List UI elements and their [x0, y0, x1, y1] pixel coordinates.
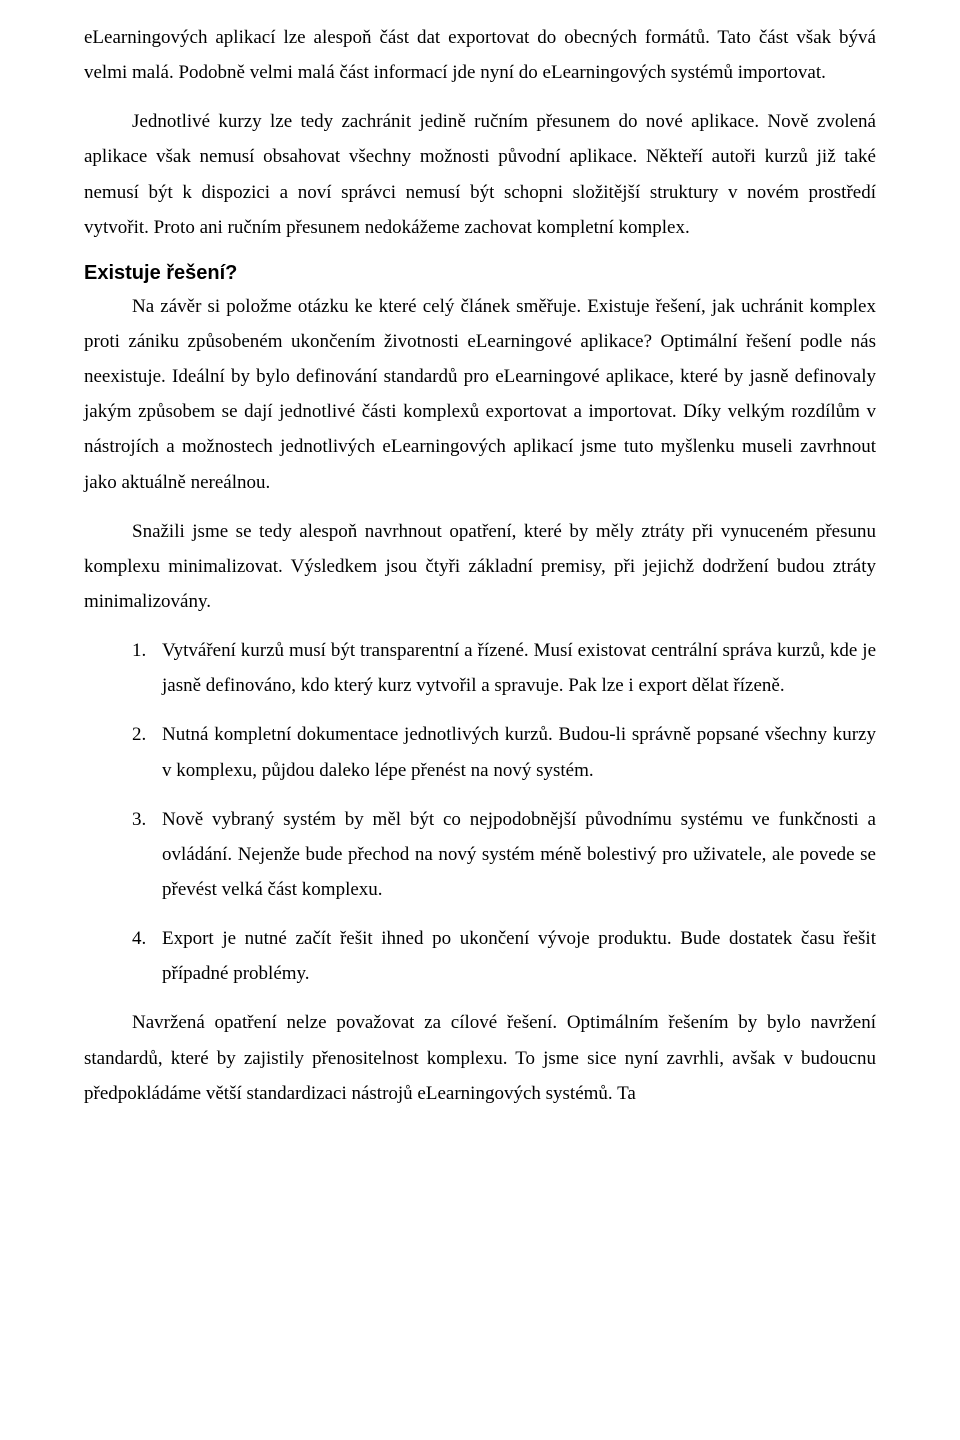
paragraph-4: Snažili jsme se tedy alespoň navrhnout o… — [84, 514, 876, 619]
paragraph-1: eLearningových aplikací lze alespoň část… — [84, 20, 876, 90]
numbered-list: 1. Vytváření kurzů musí být transparentn… — [84, 633, 876, 991]
list-item-number: 3. — [132, 802, 146, 837]
document-page: eLearningových aplikací lze alespoň část… — [0, 0, 960, 1440]
paragraph-3: Na závěr si položme otázku ke které celý… — [84, 289, 876, 500]
list-item: 4. Export je nutné začít řešit ihned po … — [84, 921, 876, 991]
list-item: 1. Vytváření kurzů musí být transparentn… — [84, 633, 876, 703]
list-item-text: Nutná kompletní dokumentace jednotlivých… — [162, 724, 876, 780]
section-heading: Existuje řešení? — [84, 259, 876, 287]
list-item-number: 1. — [132, 633, 146, 668]
list-item-text: Export je nutné začít řešit ihned po uko… — [162, 928, 876, 984]
paragraph-2: Jednotlivé kurzy lze tedy zachránit jedi… — [84, 104, 876, 245]
list-item-text: Vytváření kurzů musí být transparentní a… — [162, 640, 876, 696]
list-item-text: Nově vybraný systém by měl být co nejpod… — [162, 809, 876, 900]
list-item-number: 4. — [132, 921, 146, 956]
list-item: 3. Nově vybraný systém by měl být co nej… — [84, 802, 876, 907]
list-item: 2. Nutná kompletní dokumentace jednotliv… — [84, 717, 876, 787]
list-item-number: 2. — [132, 717, 146, 752]
paragraph-5: Navržená opatření nelze považovat za cíl… — [84, 1005, 876, 1110]
